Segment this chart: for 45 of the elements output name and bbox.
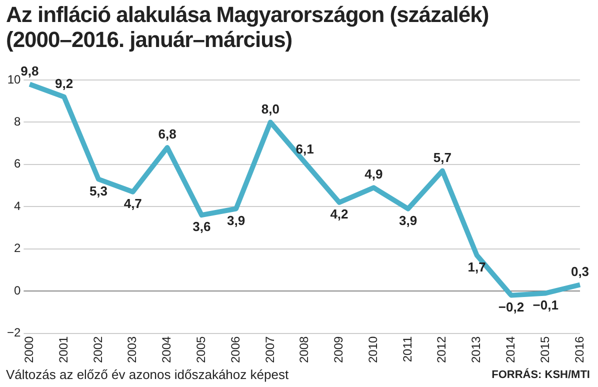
data-label: 0,3 xyxy=(570,264,590,279)
y-tick-label: 4 xyxy=(14,198,21,213)
data-label: −0,2 xyxy=(498,299,524,314)
chart-subtitle: (2000–2016. január–március) xyxy=(6,27,294,52)
y-tick-label: −2 xyxy=(6,326,21,340)
data-label: 4,9 xyxy=(364,166,383,182)
x-tick-label: 2014 xyxy=(504,336,518,364)
x-tick-label: 2003 xyxy=(125,336,140,364)
x-tick-label: 2015 xyxy=(538,336,552,364)
data-label: 4,7 xyxy=(124,196,142,211)
x-tick-label: 2007 xyxy=(262,336,277,364)
x-tick-label: 2016 xyxy=(572,336,586,364)
data-label: 1,7 xyxy=(468,259,486,274)
x-tick-label: 2000 xyxy=(22,336,36,364)
x-tick-label: 2001 xyxy=(56,336,70,364)
y-tick-label: 2 xyxy=(14,241,21,256)
x-tick-label: 2013 xyxy=(469,336,484,364)
data-label: 6,8 xyxy=(158,126,176,142)
data-label: 8,0 xyxy=(261,101,280,116)
y-tick-label: 6 xyxy=(14,156,21,171)
x-tick-label: 2002 xyxy=(90,336,105,364)
data-label: 3,9 xyxy=(227,212,246,228)
data-label: 5,3 xyxy=(89,183,108,198)
y-tick-label: 0 xyxy=(14,283,21,298)
text: FORRÁS: KSH/MTI xyxy=(492,369,590,381)
data-label: 9,8 xyxy=(20,63,39,78)
data-label: 9,2 xyxy=(55,76,74,91)
x-tick-label: 2006 xyxy=(228,336,242,364)
y-tick-label: 10 xyxy=(7,72,21,86)
data-label: 4,2 xyxy=(330,206,348,222)
data-label: 3,6 xyxy=(192,219,211,234)
x-tick-label: 2010 xyxy=(366,336,380,364)
data-label: 5,7 xyxy=(433,150,452,165)
data-label: −0,1 xyxy=(532,297,558,312)
x-tick-label: 2005 xyxy=(194,336,208,364)
chart-title: Az infláció alakulása Magyarországon (százalék) xyxy=(6,2,489,27)
x-tick-label: 2011 xyxy=(400,336,414,362)
data-label: 3,9 xyxy=(398,212,418,228)
data-label: 6,1 xyxy=(296,141,314,156)
y-tick-label: 8 xyxy=(14,114,21,129)
x-tick-label: 2008 xyxy=(297,336,312,364)
x-tick-label: 2009 xyxy=(332,336,346,364)
text: Változás az előző év azonos időszakához képest xyxy=(6,367,289,382)
x-tick-label: 2004 xyxy=(160,336,174,364)
x-tick-label: 2012 xyxy=(434,336,449,364)
